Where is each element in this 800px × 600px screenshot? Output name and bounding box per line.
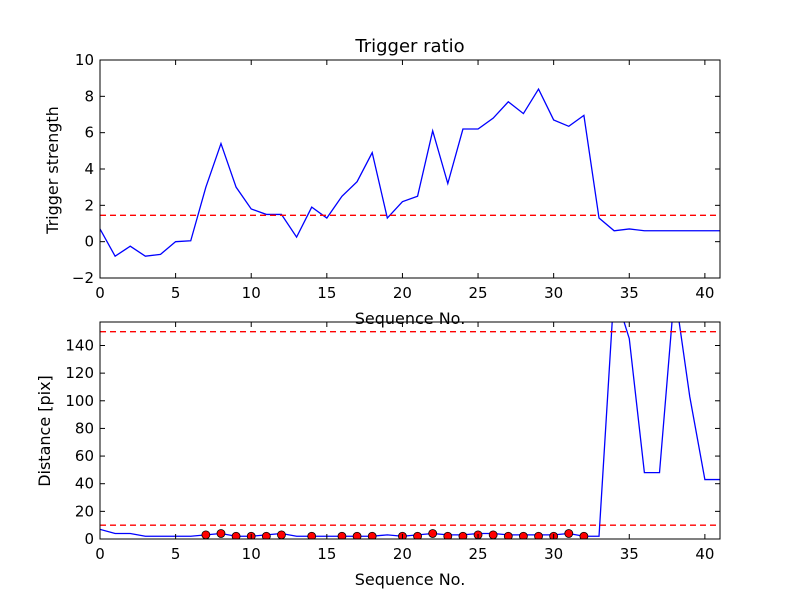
data-point bbox=[216, 529, 226, 538]
x-tick-label: 15 bbox=[317, 284, 336, 302]
axes-frame bbox=[99, 321, 721, 540]
series-line bbox=[100, 87, 720, 258]
y-tick-label: 120 bbox=[65, 364, 94, 382]
x-tick-label: 35 bbox=[620, 284, 639, 302]
data-point bbox=[443, 531, 453, 539]
y-tick-label: 80 bbox=[75, 419, 94, 437]
x-tick-label: 5 bbox=[171, 284, 181, 302]
y-tick-label: 0 bbox=[84, 233, 94, 251]
y-axis-label: Trigger strength bbox=[43, 106, 62, 235]
x-tick-label: 25 bbox=[469, 545, 488, 563]
data-point bbox=[534, 531, 543, 539]
y-tick-label: 8 bbox=[84, 87, 94, 105]
plot-area: 0 5 10 15 20 25 30 35 40 0 20 40 60 80 100 120 140 bbox=[65, 321, 721, 563]
data-point bbox=[428, 529, 438, 538]
y-tick-label: 0 bbox=[84, 530, 94, 548]
x-tick-label: 10 bbox=[242, 284, 261, 302]
x-tick-label: 35 bbox=[620, 545, 639, 563]
x-axis-label: Sequence No. bbox=[355, 309, 466, 328]
x-tick-label: 5 bbox=[171, 545, 181, 563]
y-tick-label: 140 bbox=[65, 336, 94, 354]
data-point bbox=[201, 530, 211, 539]
x-tick-label: 25 bbox=[469, 284, 488, 302]
x-tick-label: 10 bbox=[242, 545, 261, 563]
y-tick-label: 100 bbox=[65, 392, 94, 410]
y-axis-label: Distance [pix] bbox=[35, 375, 54, 487]
x-tick-label: 30 bbox=[544, 545, 563, 563]
data-point bbox=[564, 529, 574, 538]
y-tick-label: 20 bbox=[75, 502, 94, 520]
x-tick-label: 20 bbox=[393, 284, 412, 302]
data-point bbox=[261, 531, 271, 539]
x-tick-label: 15 bbox=[317, 545, 336, 563]
series-group bbox=[100, 87, 720, 258]
y-tick-label: 40 bbox=[75, 475, 94, 493]
y-tick-label: 6 bbox=[84, 124, 94, 142]
distance-panel: Sequence No. Distance [pix] 0 5 10 15 20 25 30… bbox=[35, 321, 721, 589]
data-point bbox=[519, 531, 528, 539]
y-tick-label: 60 bbox=[75, 447, 94, 465]
data-point bbox=[352, 531, 362, 539]
data-point bbox=[503, 531, 513, 539]
x-tick-label: 20 bbox=[393, 545, 412, 563]
data-point bbox=[488, 530, 498, 539]
y-tick-label: 4 bbox=[84, 160, 94, 178]
x-tick-label: 40 bbox=[695, 284, 714, 302]
data-point bbox=[277, 530, 286, 539]
chart-title: Trigger ratio bbox=[354, 36, 464, 57]
y-tick-label: 2 bbox=[84, 196, 94, 214]
data-point bbox=[307, 531, 317, 539]
x-axis-label: Sequence No. bbox=[355, 570, 466, 589]
series-group bbox=[100, 322, 720, 539]
data-point bbox=[579, 531, 589, 539]
data-point bbox=[367, 531, 377, 539]
x-tick-label: 30 bbox=[544, 284, 563, 302]
y-tick-label: 10 bbox=[75, 51, 94, 69]
trigger-ratio-panel: Trigger ratio Sequence No. Trigger stren… bbox=[43, 36, 721, 328]
x-tick-label: 40 bbox=[695, 545, 714, 563]
data-point bbox=[458, 531, 468, 539]
data-point bbox=[413, 531, 422, 539]
data-point bbox=[231, 531, 241, 539]
data-point bbox=[337, 531, 347, 539]
x-tick-label: 0 bbox=[95, 545, 105, 563]
x-tick-label: 0 bbox=[95, 284, 105, 302]
y-tick-label: −2 bbox=[72, 269, 94, 287]
